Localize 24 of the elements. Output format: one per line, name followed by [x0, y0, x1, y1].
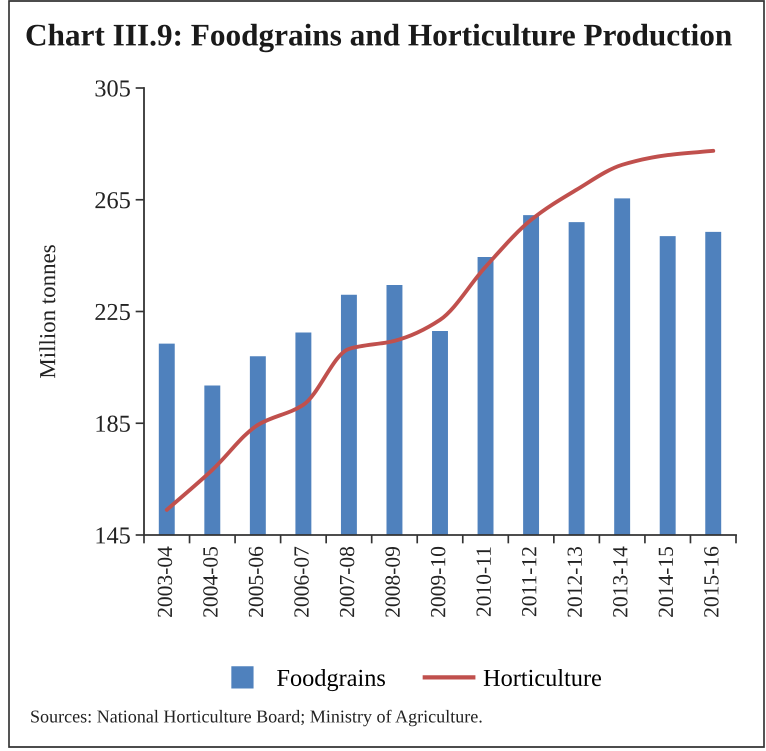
x-tick-label: 2010-11 [476, 547, 491, 616]
y-axis-title: Million tonnes [39, 245, 56, 378]
x-tick-label: 2011-12 [522, 547, 536, 616]
x-tick-label: 2006-07 [294, 546, 309, 617]
y-tick-label: 185 [96, 416, 130, 432]
chart-title: Chart III.9: Foodgrains and Horticulture Production [26, 24, 732, 52]
x-tick-label: 2013-14 [613, 546, 628, 617]
x-tick-label: 2009-10 [430, 546, 446, 617]
legend-label: Horticulture [484, 669, 602, 686]
source-note: Sources: National Horticulture Board; Ministry of Agriculture. [31, 710, 482, 726]
y-tick-label: 265 [95, 192, 130, 208]
x-tick-label: 2014-15 [658, 546, 674, 617]
legend-label: Foodgrains [277, 669, 385, 692]
x-tick-label: 2004-05 [203, 546, 218, 617]
y-tick-label: 145 [96, 527, 130, 544]
x-tick-label: 2012-13 [567, 546, 582, 617]
x-tick-label: 2007-08 [340, 546, 354, 617]
x-tick-label: 2003-04 [158, 546, 172, 617]
x-tick-label: 2005-06 [248, 546, 264, 617]
x-tick-label: 2008-09 [385, 546, 400, 617]
y-tick-label: 305 [96, 80, 130, 97]
line-series [164, 148, 716, 512]
x-tick-label: 2015-16 [704, 546, 719, 617]
y-tick-label: 225 [95, 304, 130, 320]
